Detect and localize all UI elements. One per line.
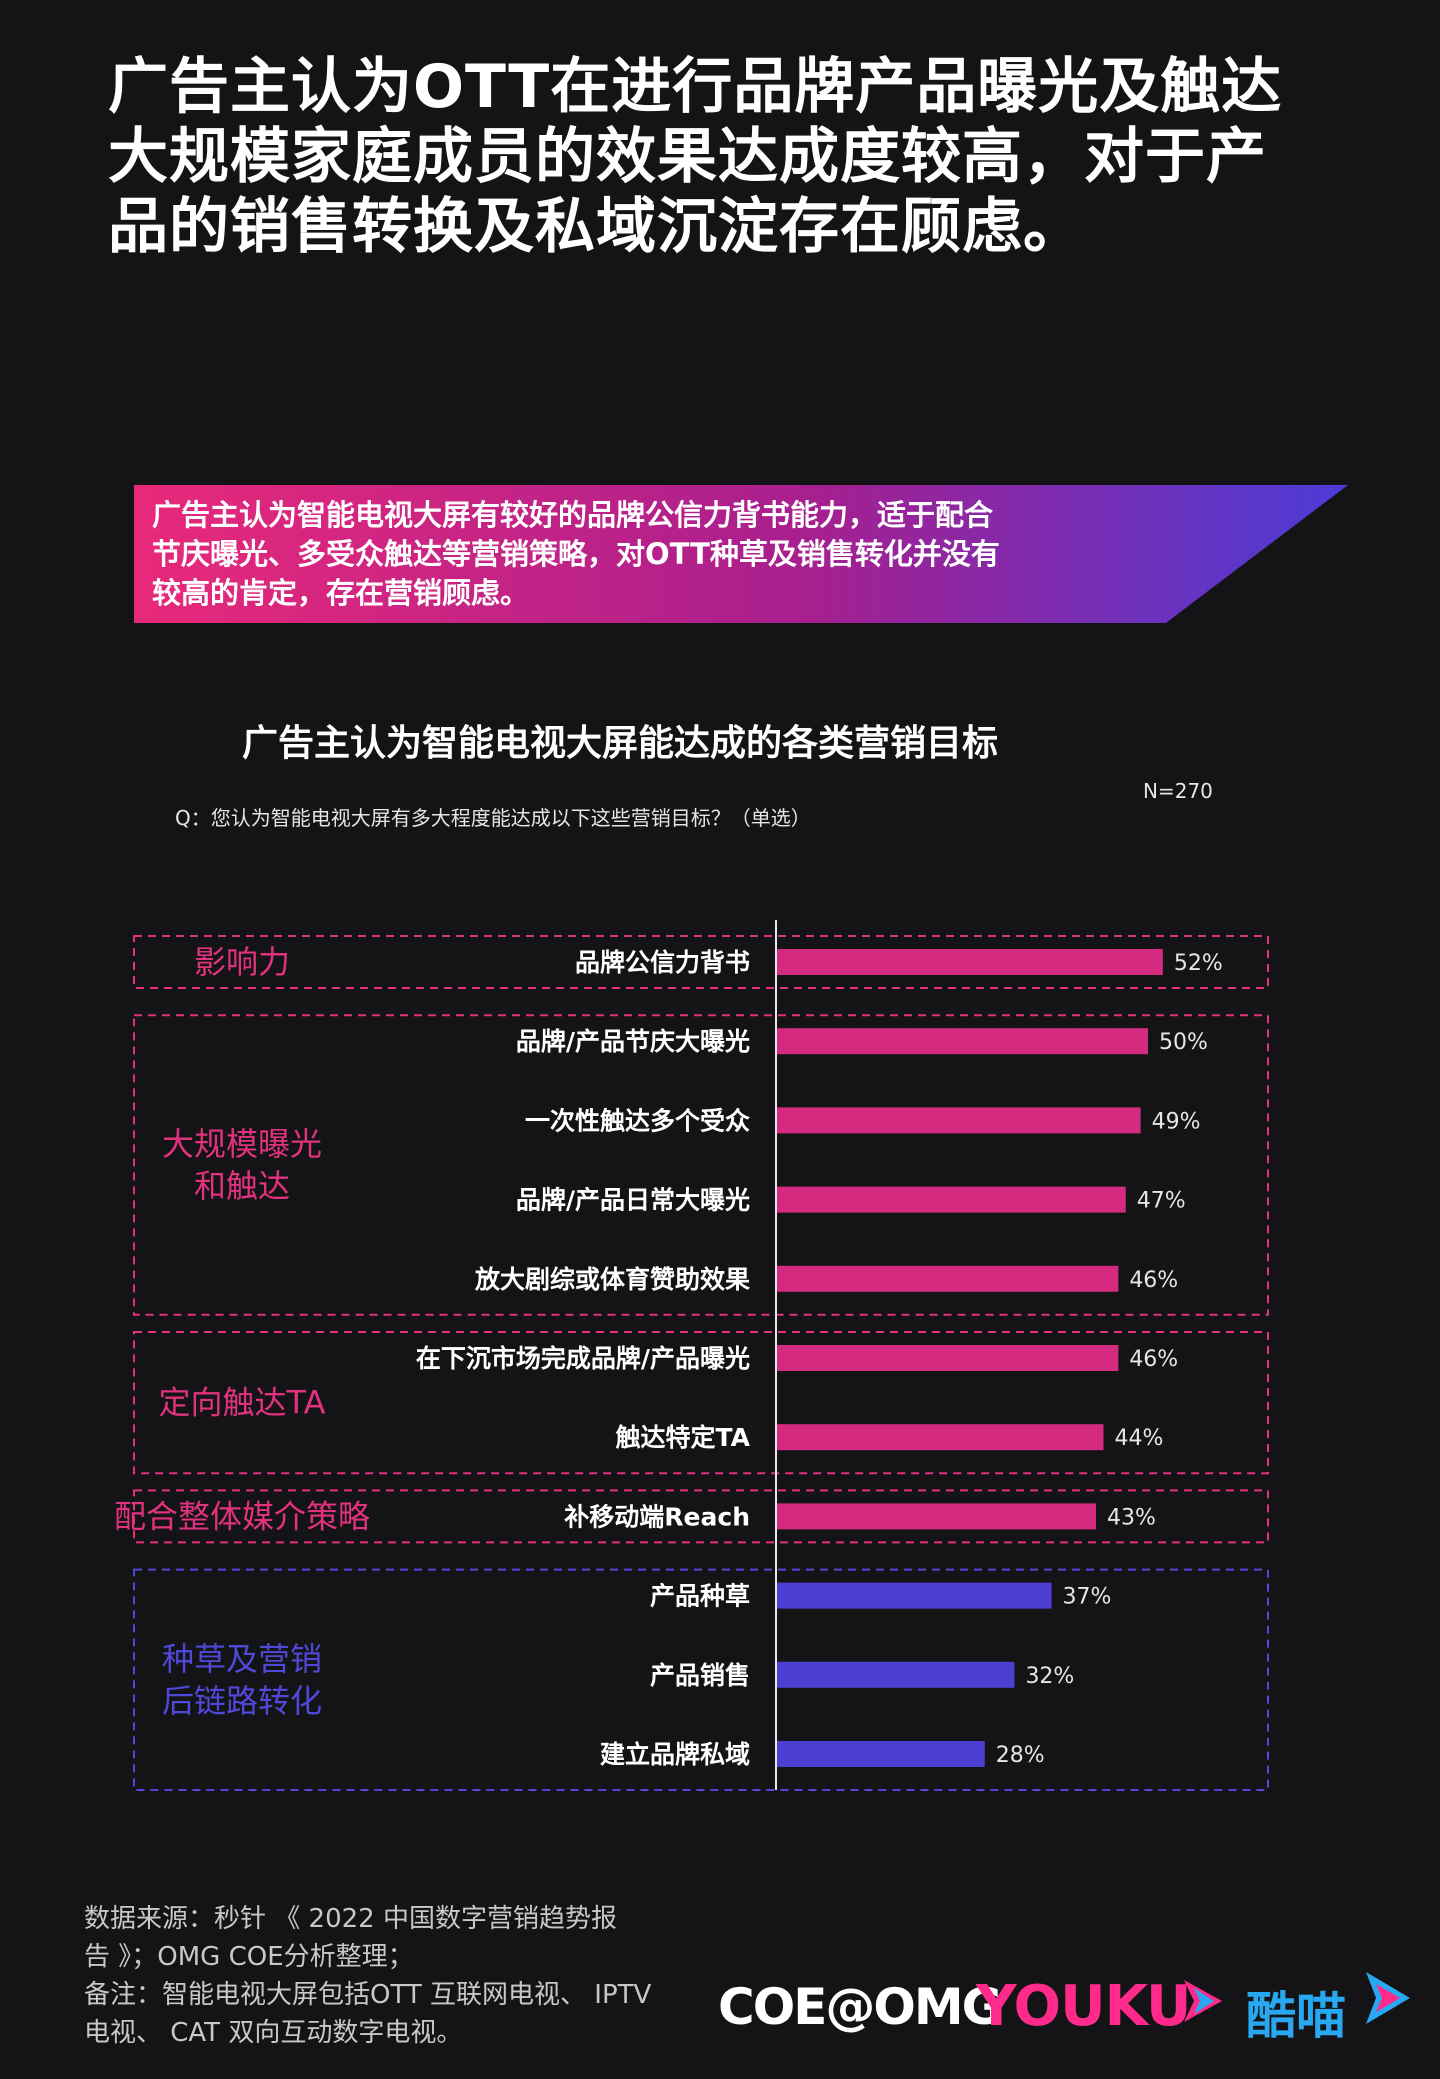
- value-label: 37%: [1063, 1585, 1112, 1610]
- headline: 广告主认为OTT在进行品牌产品曝光及触达 大规模家庭成员的效果达成度较高，对于产…: [108, 52, 1348, 262]
- banner-line: 广告主认为智能电视大屏有较好的品牌公信力背书能力，适于配合: [152, 498, 994, 532]
- value-label: 44%: [1114, 1426, 1163, 1451]
- kumiao-play-icon: [1366, 1972, 1410, 2024]
- headline-line: 大规模家庭成员的效果达成度较高，对于产: [108, 122, 1267, 192]
- group-label: 种草及营销: [162, 1640, 322, 1678]
- footer-line: 数据来源：秒针 《 2022 中国数字营销趋势报: [84, 1904, 617, 1934]
- category-label: 品牌公信力背书: [575, 948, 750, 977]
- value-label: 32%: [1025, 1664, 1074, 1689]
- banner-line: 节庆曝光、多受众触达等营销策略，对OTT种草及销售转化并没有: [152, 537, 1000, 571]
- banner-line: 较高的肯定，存在营销顾虑。: [152, 576, 530, 610]
- bar: [777, 1186, 1126, 1213]
- summary-banner: [134, 485, 1348, 623]
- survey-question: Q：您认为智能电视大屏有多大程度能达成以下这些营销目标？（单选）: [175, 806, 811, 830]
- footer-line: 告 》；OMG COE分析整理；: [84, 1942, 414, 1972]
- group-label: 后链路转化: [162, 1682, 322, 1720]
- category-label: 产品种草: [650, 1582, 750, 1611]
- category-label: 触达特定TA: [616, 1423, 751, 1452]
- group-label: 大规模曝光: [162, 1125, 322, 1163]
- value-label: 43%: [1107, 1505, 1156, 1530]
- category-label: 产品销售: [650, 1661, 750, 1690]
- bar: [777, 1424, 1104, 1451]
- value-label: 52%: [1174, 951, 1223, 976]
- group-label: 和触达: [194, 1167, 290, 1205]
- group-label: 影响力: [194, 943, 290, 981]
- youku-logo: YOUKU: [976, 1974, 1192, 2039]
- headline-line: 品的销售转换及私域沉淀存在顾虑。: [108, 192, 1084, 262]
- value-label: 28%: [996, 1743, 1045, 1768]
- category-label: 建立品牌私域: [600, 1740, 750, 1769]
- group-box: [133, 1331, 1269, 1475]
- value-label: 47%: [1137, 1189, 1186, 1214]
- headline-line: 广告主认为OTT在进行品牌产品曝光及触达: [108, 52, 1283, 122]
- value-label: 46%: [1129, 1347, 1178, 1372]
- bar: [777, 1345, 1119, 1371]
- bar: [777, 1028, 1148, 1055]
- value-label: 46%: [1129, 1268, 1178, 1293]
- group-box: [133, 1014, 1269, 1316]
- category-label: 品牌/产品日常大曝光: [516, 1186, 750, 1215]
- footer-notes: 数据来源：秒针 《 2022 中国数字营销趋势报 告 》；OMG COE分析整理…: [84, 1900, 714, 2052]
- group-box: [133, 935, 1269, 989]
- footer-line: 备注：智能电视大屏包括OTT 互联网电视、 IPTV: [84, 1980, 652, 2010]
- sample-size: N=270: [1143, 779, 1213, 803]
- group-box: [133, 1568, 1269, 1791]
- category-label: 品牌/产品节庆大曝光: [516, 1027, 750, 1056]
- youku-play-icon: [1184, 1980, 1222, 2022]
- bar: [777, 1582, 1052, 1609]
- value-label: 50%: [1159, 1030, 1208, 1055]
- category-label: 在下沉市场完成品牌/产品曝光: [416, 1344, 750, 1373]
- summary-banner-text: 广告主认为智能电视大屏有较好的品牌公信力背书能力，适于配合 节庆曝光、多受众触达…: [152, 496, 1132, 613]
- group-label: 定向触达TA: [159, 1384, 326, 1422]
- bar: [777, 1661, 1015, 1688]
- category-label: 一次性触达多个受众: [525, 1106, 750, 1135]
- kumiao-logo: 酷喵: [1246, 1987, 1346, 2045]
- coe-omg-logo: COE@OMG: [718, 1978, 1003, 2036]
- bar: [777, 1107, 1141, 1134]
- bar: [777, 1503, 1097, 1530]
- bar: [777, 1265, 1119, 1292]
- footer-line: 电视、 CAT 双向互动数字电视。: [84, 2018, 463, 2048]
- category-label: 放大剧综或体育赞助效果: [474, 1265, 750, 1294]
- value-label: 49%: [1152, 1109, 1201, 1134]
- category-label: 补移动端Reach: [564, 1502, 750, 1531]
- group-label: 配合整体媒介策略: [114, 1497, 370, 1535]
- bar: [777, 949, 1163, 975]
- group-box: [133, 1489, 1269, 1544]
- bar: [777, 1741, 985, 1767]
- chart-title: 广告主认为智能电视大屏能达成的各类营销目标: [242, 723, 999, 764]
